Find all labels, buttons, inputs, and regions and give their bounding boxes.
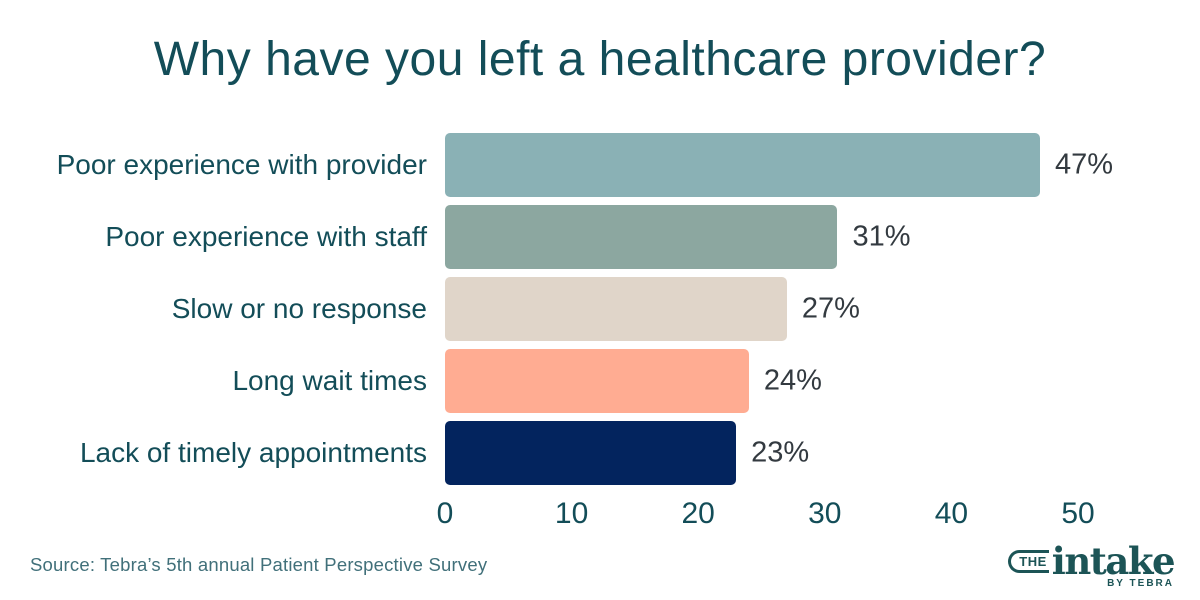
bar-track: 47%: [445, 133, 1113, 197]
bar-track: 23%: [445, 421, 1078, 485]
intake-logo-row: THE intake: [1008, 539, 1176, 583]
logo-byline: BY TEBRA: [1107, 578, 1174, 589]
bar-row: Slow or no response 27%: [0, 277, 1200, 341]
bar-row: Poor experience with staff 31%: [0, 205, 1200, 269]
category-label: Poor experience with staff: [105, 221, 427, 252]
bar: [445, 421, 737, 485]
category-label: Long wait times: [232, 365, 427, 396]
x-tick-label: 40: [934, 497, 969, 530]
value-label: 47%: [1055, 148, 1114, 181]
x-tick-label: 30: [808, 497, 842, 530]
bar: [445, 277, 787, 341]
logo-the-badge: THE: [1008, 549, 1049, 573]
x-tick-label: 0: [436, 497, 454, 530]
bar-track: 31%: [445, 205, 1078, 269]
bar-row: Poor experience with provider 47%: [0, 133, 1200, 197]
bar: [445, 349, 749, 413]
category-label: Lack of timely appointments: [79, 437, 427, 468]
bar: [445, 205, 838, 269]
chart-title: Why have you left a healthcare provider?: [153, 33, 1047, 86]
category-label: Slow or no response: [171, 293, 427, 324]
value-label: 24%: [763, 364, 822, 397]
x-tick-label: 10: [554, 497, 589, 530]
value-label: 31%: [852, 220, 911, 253]
x-axis: 0 10 20 30 40 50: [437, 497, 1095, 537]
x-tick-label: 20: [681, 497, 715, 530]
bar-track: 24%: [445, 349, 1078, 413]
category-label: Poor experience with provider: [56, 149, 427, 180]
bar: [445, 133, 1041, 197]
logo-intake-wordmark: intake: [1051, 539, 1176, 583]
bar-row: Lack of timely appointments 23%: [0, 421, 1200, 485]
bar-chart: Poor experience with provider 47% Poor exp…: [0, 133, 1200, 493]
x-tick-label: 50: [1061, 497, 1095, 530]
value-label: 27%: [801, 292, 860, 325]
value-label: 23%: [751, 436, 810, 469]
bar-track: 27%: [445, 277, 1078, 341]
bar-row: Long wait times 24%: [0, 349, 1200, 413]
source-note: Source: Tebra’s 5th annual Patient Persp…: [30, 554, 488, 575]
intake-logo: THE intake BY TEBRA: [1008, 539, 1176, 589]
